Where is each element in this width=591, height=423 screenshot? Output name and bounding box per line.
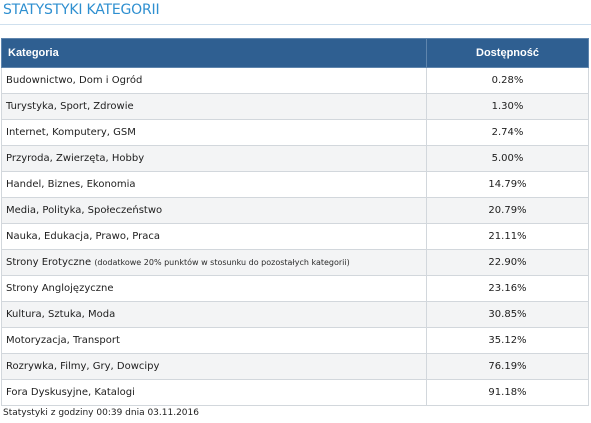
table-row: Motoryzacja, Transport 35.12% [1, 327, 589, 354]
table-row: Nauka, Edukacja, Prawo, Praca 21.11% [1, 223, 589, 250]
category-name: Strony Erotyczne [6, 257, 92, 268]
category-cell: Motoryzacja, Transport [1, 327, 427, 354]
category-cell: Handel, Biznes, Ekonomia [1, 171, 427, 198]
availability-cell: 20.79% [426, 197, 589, 224]
category-cell: Turystyka, Sport, Zdrowie [1, 93, 427, 120]
availability-cell: 30.85% [426, 301, 589, 328]
title-divider [0, 24, 591, 25]
table-row: Internet, Komputery, GSM 2.74% [1, 119, 589, 146]
category-stats-table: Kategoria Dostępność Budownictwo, Dom i … [1, 38, 589, 406]
table-row: Turystyka, Sport, Zdrowie 1.30% [1, 93, 589, 120]
category-cell: Internet, Komputery, GSM [1, 119, 427, 146]
table-row: Przyroda, Zwierzęta, Hobby 5.00% [1, 145, 589, 172]
category-cell: Media, Polityka, Społeczeństwo [1, 197, 427, 224]
category-note: (dodatkowe 20% punktów w stosunku do poz… [94, 258, 350, 267]
category-cell: Strony Anglojęzyczne [1, 275, 427, 302]
page-title: STATYSTYKI KATEGORII [3, 2, 160, 18]
category-cell: Strony Erotyczne (dodatkowe 20% punktów … [1, 249, 427, 276]
availability-cell: 23.16% [426, 275, 589, 302]
availability-cell: 91.18% [426, 379, 589, 406]
stats-timestamp: Statystyki z godziny 00:39 dnia 03.11.20… [3, 408, 199, 418]
table-row: Fora Dyskusyjne, Katalogi 91.18% [1, 379, 589, 406]
availability-cell: 76.19% [426, 353, 589, 380]
category-cell: Fora Dyskusyjne, Katalogi [1, 379, 427, 406]
table-row: Rozrywka, Filmy, Gry, Dowcipy 76.19% [1, 353, 589, 380]
column-header-category: Kategoria [1, 38, 427, 68]
table-row: Strony Erotyczne (dodatkowe 20% punktów … [1, 249, 589, 276]
table-row: Media, Polityka, Społeczeństwo 20.79% [1, 197, 589, 224]
availability-cell: 5.00% [426, 145, 589, 172]
table-row: Budownictwo, Dom i Ogród 0.28% [1, 67, 589, 94]
category-cell: Nauka, Edukacja, Prawo, Praca [1, 223, 427, 250]
category-cell: Rozrywka, Filmy, Gry, Dowcipy [1, 353, 427, 380]
table-row: Strony Anglojęzyczne 23.16% [1, 275, 589, 302]
category-cell: Budownictwo, Dom i Ogród [1, 67, 427, 94]
table-row: Handel, Biznes, Ekonomia 14.79% [1, 171, 589, 198]
category-cell: Przyroda, Zwierzęta, Hobby [1, 145, 427, 172]
table-header-row: Kategoria Dostępność [1, 38, 589, 68]
availability-cell: 22.90% [426, 249, 589, 276]
availability-cell: 14.79% [426, 171, 589, 198]
column-header-availability: Dostępność [426, 38, 589, 68]
availability-cell: 1.30% [426, 93, 589, 120]
availability-cell: 2.74% [426, 119, 589, 146]
category-cell: Kultura, Sztuka, Moda [1, 301, 427, 328]
table-row: Kultura, Sztuka, Moda 30.85% [1, 301, 589, 328]
availability-cell: 0.28% [426, 67, 589, 94]
availability-cell: 21.11% [426, 223, 589, 250]
availability-cell: 35.12% [426, 327, 589, 354]
